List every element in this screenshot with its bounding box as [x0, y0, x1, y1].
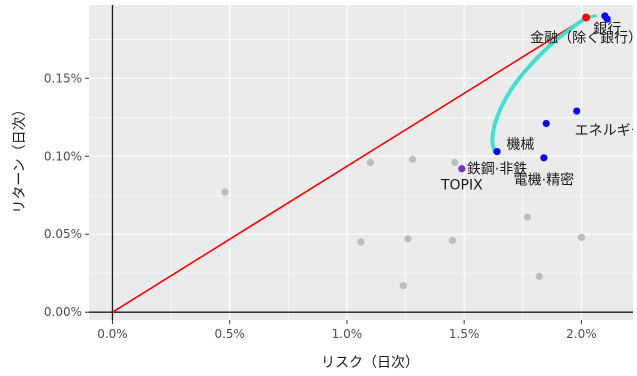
point-annotation: 鉄鋼·非鉄 [467, 162, 527, 178]
asset-point-blue [542, 119, 550, 128]
tangency-portfolio-point [582, 13, 591, 22]
x-axis-title: リスク（日次） [321, 355, 419, 371]
x-tick-label: 0.0% [97, 327, 128, 341]
y-tick-label: 0.05% [44, 227, 82, 241]
asset-point-gray [404, 235, 412, 243]
x-tick-label: 1.5% [449, 327, 480, 341]
asset-point-blue [573, 107, 581, 115]
capital-market-line [112, 16, 587, 313]
plot-panel [89, 5, 633, 320]
point-annotation: TOPIX [440, 177, 483, 193]
point-annotation: 銀行 [593, 21, 621, 37]
asset-point-gray [535, 272, 543, 280]
asset-point-gray [448, 236, 457, 245]
point-annotation: 金融（除く銀行） [530, 31, 637, 47]
asset-point-gray [408, 155, 417, 163]
asset-point-blue [493, 147, 501, 156]
asset-point-gray [357, 238, 365, 246]
point-annotation: 機械 [506, 137, 534, 153]
asset-point-gray [523, 213, 532, 221]
x-tick-label: 0.5% [214, 327, 245, 341]
asset-point-gray [577, 233, 586, 241]
y-tick-label: 0.00% [44, 305, 82, 319]
asset-point-blue [540, 154, 548, 162]
asset-point-gray [221, 188, 229, 196]
y-tick-label: 0.10% [44, 149, 82, 163]
x-tick-label: 2.0% [566, 327, 597, 341]
asset-point-gray [366, 158, 374, 167]
point-annotation: エネルギー資源 [575, 123, 637, 139]
x-tick-label: 1.0% [332, 327, 363, 341]
asset-point-gray [451, 158, 459, 167]
y-tick-label: 0.15% [44, 71, 82, 85]
y-axis-title: リターン（日次） [12, 102, 28, 213]
asset-point-gray [399, 282, 407, 290]
point-annotation: 電機·精密 [514, 172, 574, 189]
asset-point-blue [603, 15, 611, 23]
efficient-frontier-curve [490, 15, 589, 154]
asset-point-topix [458, 165, 466, 173]
